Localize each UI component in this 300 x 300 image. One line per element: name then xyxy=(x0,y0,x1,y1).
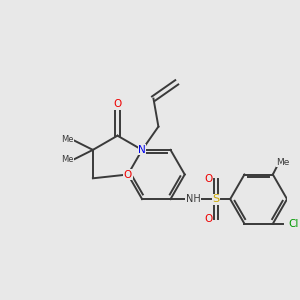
Text: NH: NH xyxy=(186,194,201,204)
Text: Me: Me xyxy=(61,135,74,144)
Text: O: O xyxy=(205,174,213,184)
Text: N: N xyxy=(138,145,146,155)
Text: O: O xyxy=(124,169,132,179)
Text: Me: Me xyxy=(61,155,74,164)
Text: Cl: Cl xyxy=(288,219,298,229)
Text: O: O xyxy=(113,99,122,109)
Text: S: S xyxy=(212,194,220,204)
Text: Me: Me xyxy=(277,158,290,167)
Text: O: O xyxy=(205,214,213,224)
